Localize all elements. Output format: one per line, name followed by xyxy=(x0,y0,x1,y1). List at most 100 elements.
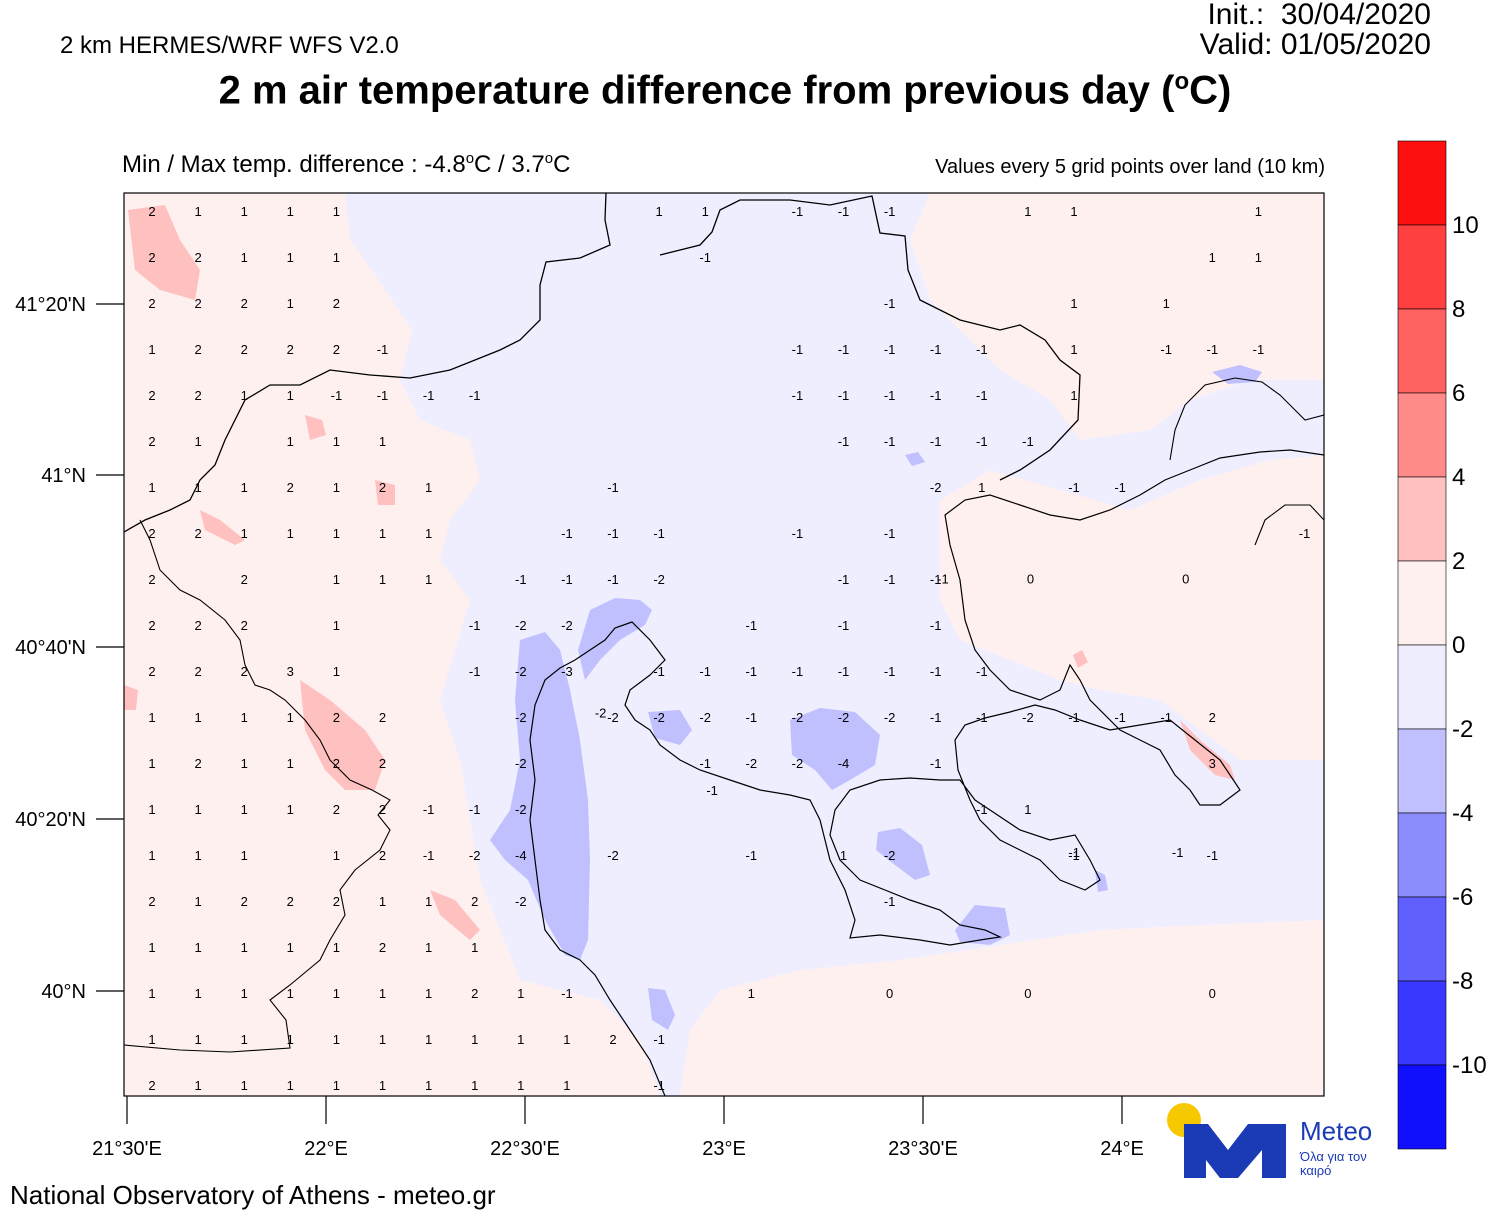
grid-value: 2 xyxy=(148,618,155,633)
minmax-prefix: Min / Max temp. difference : xyxy=(122,151,425,178)
grid-value: -2 xyxy=(838,710,850,725)
grid-value: -1 xyxy=(1160,342,1172,357)
grid-value: 1 xyxy=(287,526,294,541)
grid-value: 1 xyxy=(1255,204,1262,219)
max-degree: o xyxy=(544,150,554,167)
grid-value: 2 xyxy=(148,204,155,219)
grid-value: -1 xyxy=(884,526,896,541)
grid-value: 1 xyxy=(287,940,294,955)
grid-value-labels: 2 1 1 1 1 1 1 -1 -1 -1 1 1 1 -1 2 2 1 1 1 -1 1 1 2 2 2 1 2 -1 1 1 -1 1 2… xyxy=(148,204,1311,1093)
grid-value: -1 xyxy=(653,1078,665,1093)
lake-prespa xyxy=(124,519,391,1053)
grid-value: -2 xyxy=(469,848,481,863)
warm-patch-small-3 xyxy=(124,685,138,710)
cool-patch-pieria xyxy=(648,988,675,1030)
grid-value: -1 xyxy=(699,250,711,265)
colorbar-swatch xyxy=(1397,560,1447,646)
grid-value: 2 xyxy=(333,756,340,771)
grid-value: 2 xyxy=(379,480,386,495)
colorbar-label: 8 xyxy=(1452,296,1465,323)
grid-value: 1 xyxy=(148,1032,155,1047)
grid-value: -1 xyxy=(884,894,896,909)
colorbar-swatch xyxy=(1397,224,1447,310)
grid-value: -2 xyxy=(607,848,619,863)
min-unit: C xyxy=(474,151,492,178)
grid-value: -2 xyxy=(515,802,527,817)
grid-value: -1 xyxy=(653,1032,665,1047)
grid-value: 0 xyxy=(1209,986,1216,1001)
grid-value: -1 xyxy=(838,572,850,587)
grid-value: -1 xyxy=(884,434,896,449)
colorbar-label: 4 xyxy=(1452,464,1465,491)
grid-value: -1 xyxy=(607,480,619,495)
grid-value: -1 xyxy=(1172,845,1184,860)
grid-value: -1 xyxy=(699,664,711,679)
grid-value: -1 xyxy=(469,664,481,679)
meteo-logo: Meteo Όλα για τον καιρό xyxy=(1160,1100,1390,1190)
grid-value: 1 xyxy=(194,1032,201,1047)
grid-value: 2 xyxy=(379,940,386,955)
grid-value: -4 xyxy=(838,756,850,771)
valid-label: Valid: xyxy=(1199,28,1273,61)
grid-value: 1 xyxy=(241,986,248,1001)
grid-value: -1 xyxy=(706,783,718,798)
grid-value: 2 xyxy=(333,342,340,357)
grid-value: 2 xyxy=(333,802,340,817)
national-border xyxy=(124,193,611,533)
grid-value: 1 xyxy=(379,526,386,541)
grid-value: 2 xyxy=(148,894,155,909)
valid-date: 01/05/2020 xyxy=(1280,28,1431,61)
land-warm-east xyxy=(940,455,1324,760)
title-text: 2 m air temperature difference from prev… xyxy=(218,68,1175,113)
grid-value: -2 xyxy=(561,618,573,633)
grid-value: 2 xyxy=(148,664,155,679)
grid-value: -1 xyxy=(746,848,758,863)
grid-value: 1 xyxy=(194,480,201,495)
grid-value: -1 xyxy=(884,296,896,311)
grid-value: -2 xyxy=(515,710,527,725)
grid-value: -2 xyxy=(792,710,804,725)
grid-value: -1 xyxy=(746,618,758,633)
grid-value: 1 xyxy=(194,434,201,449)
init-date-line: Init.: 30/04/2020 xyxy=(1207,0,1431,30)
grid-value: -1 xyxy=(930,710,942,725)
grid-value: 2 xyxy=(241,342,248,357)
warm-patch-small-2 xyxy=(375,480,395,505)
grid-value: 1 xyxy=(471,1032,478,1047)
grid-value: 1 xyxy=(194,204,201,219)
meteo-logo-mark xyxy=(1167,1103,1286,1178)
grid-value: -1 xyxy=(884,204,896,219)
grid-value: -1 xyxy=(884,388,896,403)
title-unit: C) xyxy=(1189,68,1232,113)
grid-value: -1 xyxy=(976,802,988,817)
grid-value: 0 xyxy=(1024,986,1031,1001)
grid-value: 1 xyxy=(333,572,340,587)
grid-value: 1 xyxy=(702,204,709,219)
grid-value: 2 xyxy=(333,296,340,311)
warm-patch-northwest xyxy=(128,205,200,300)
minmax-label: Min / Max temp. difference : -4.8oC / 3.… xyxy=(122,150,570,179)
cool-patch-thermaikos xyxy=(648,710,692,745)
grid-value: -1 xyxy=(561,572,573,587)
grid-value: 1 xyxy=(241,710,248,725)
grid-value: -2 xyxy=(515,664,527,679)
colorbar-label: 10 xyxy=(1452,212,1479,239)
grid-value: 2 xyxy=(194,756,201,771)
grid-value: 1 xyxy=(287,204,294,219)
grid-value: 1 xyxy=(241,204,248,219)
grid-value: 1 xyxy=(1070,296,1077,311)
grid-value: 1 xyxy=(194,894,201,909)
grid-value: 1 xyxy=(194,710,201,725)
grid-value: 1 xyxy=(194,848,201,863)
cool-patch-drama xyxy=(905,452,925,466)
grid-value: -1 xyxy=(1299,526,1311,541)
grid-value: -1 xyxy=(515,572,527,587)
colorbar-swatch xyxy=(1397,1064,1447,1150)
grid-value: -1 xyxy=(423,802,435,817)
grid-value: -2 xyxy=(515,756,527,771)
grid-value: 1 xyxy=(287,986,294,1001)
grid-value: 1 xyxy=(333,1032,340,1047)
grid-value: 2 xyxy=(379,848,386,863)
grid-value: 1 xyxy=(471,940,478,955)
